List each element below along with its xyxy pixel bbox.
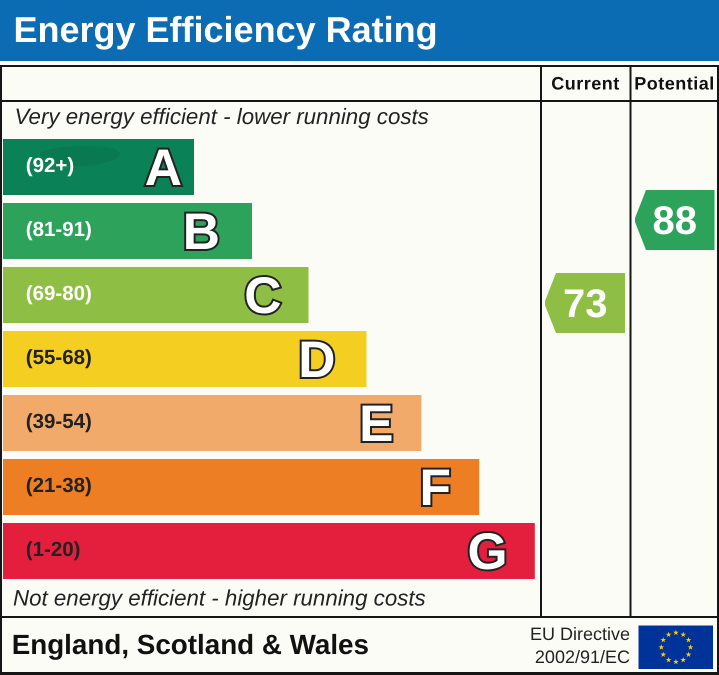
svg-text:(55-68): (55-68) <box>26 346 92 369</box>
svg-text:2002/91/EC: 2002/91/EC <box>535 647 630 667</box>
svg-text:E: E <box>359 394 393 452</box>
svg-text:England, Scotland & Wales: England, Scotland & Wales <box>12 629 369 660</box>
svg-text:Current: Current <box>551 74 620 94</box>
svg-text:D: D <box>298 330 335 388</box>
svg-text:73: 73 <box>563 282 608 326</box>
svg-text:(92+): (92+) <box>26 154 74 177</box>
svg-text:Very energy efficient - lower: Very energy efficient - lower running co… <box>15 104 429 129</box>
svg-text:Potential: Potential <box>634 74 715 94</box>
svg-text:Energy Efficiency Rating: Energy Efficiency Rating <box>14 9 438 50</box>
svg-text:(69-80): (69-80) <box>26 282 92 305</box>
svg-text:F: F <box>420 458 451 516</box>
svg-text:A: A <box>145 138 182 196</box>
svg-text:(21-38): (21-38) <box>26 474 92 497</box>
svg-text:B: B <box>183 202 220 260</box>
svg-text:(1-20): (1-20) <box>26 538 81 561</box>
svg-text:(81-91): (81-91) <box>26 218 92 241</box>
svg-text:G: G <box>467 522 507 580</box>
svg-text:Not energy efficient - higher: Not energy efficient - higher running co… <box>13 585 426 610</box>
svg-text:88: 88 <box>653 199 698 243</box>
svg-text:C: C <box>244 266 281 324</box>
svg-text:EU Directive: EU Directive <box>530 624 630 644</box>
svg-text:(39-54): (39-54) <box>26 410 92 433</box>
